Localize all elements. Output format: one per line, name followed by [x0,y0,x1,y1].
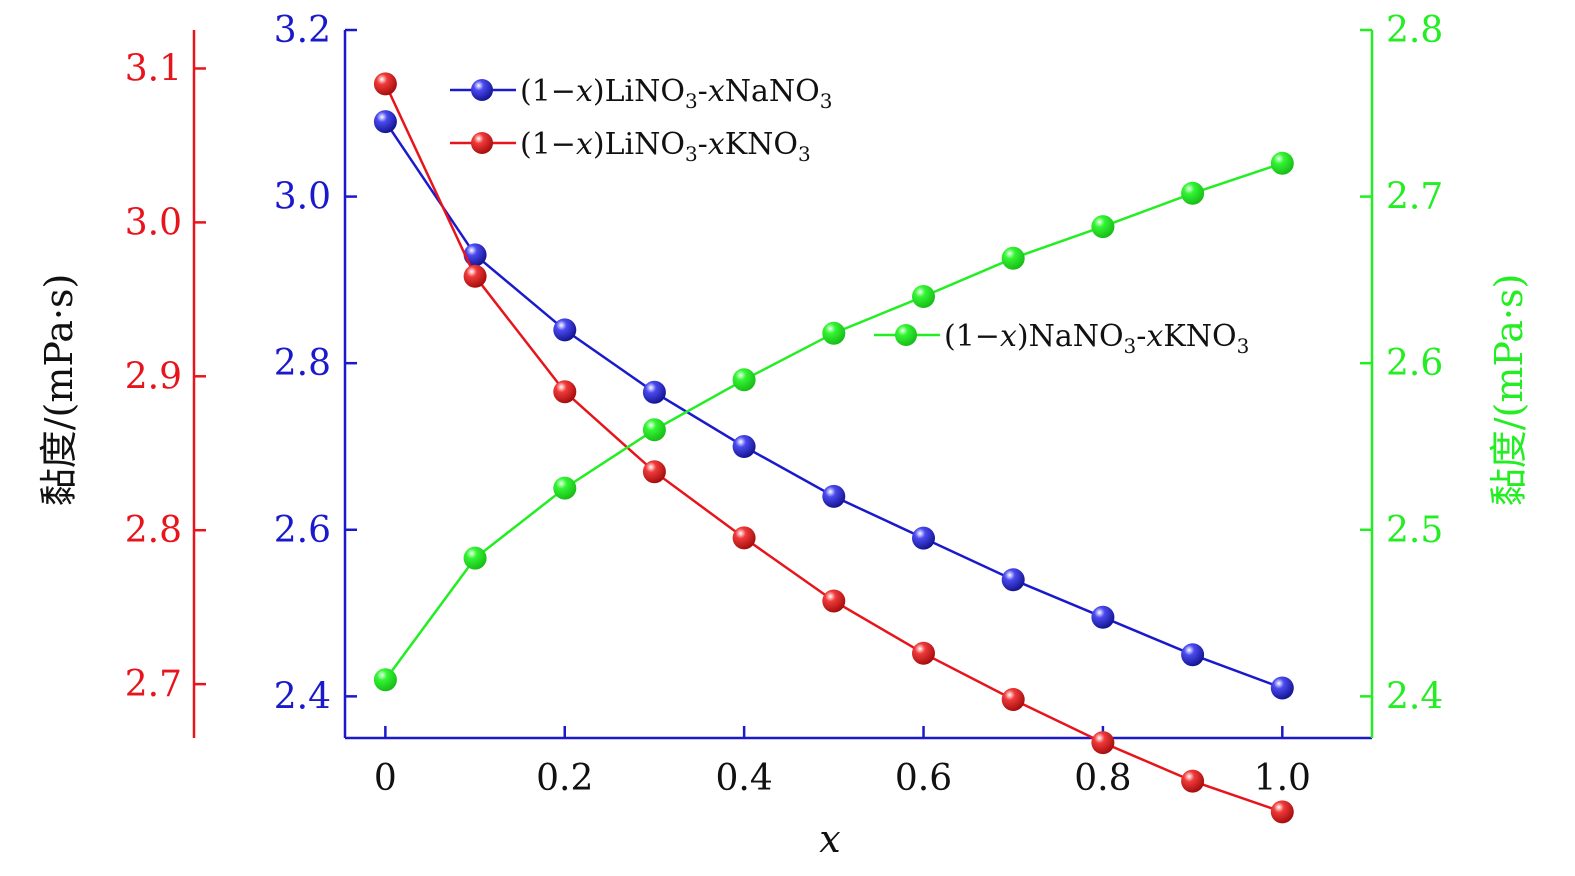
series-lino3-kno3-point [1270,800,1294,824]
legend-label-lino3-kno3-sub1: 3 [685,142,698,166]
legend-label-lino3-nano3-end: NaNO [725,74,820,109]
left-axis-title: 黏度/(mPa·s) [37,274,81,507]
legend-label-nano3-kno3-end: KNO [1163,319,1236,354]
svg-text:(1−x)LiNO3-xKNO3: (1−x)LiNO3-xKNO3 [520,127,811,166]
series-nano3-kno3-point [373,668,397,692]
series-nano3-kno3-point [553,476,577,500]
x-tick-label: 0 [374,758,397,799]
legend-entry-lino3-nano3: (1−x)LiNO3-xNaNO3 [450,74,832,113]
left-outer-axis-ticks: 2.7 2.8 2.9 3.0 3.1 [125,48,206,705]
right-axis-ticks: 2.4 2.5 2.6 2.7 2.8 [1360,10,1443,717]
legend-label-lino3-kno3-var2: x [708,127,725,162]
plot-frame [192,30,1374,740]
left-inner-tick-label: 3.0 [274,177,331,218]
right-tick-label: 2.6 [1386,343,1443,384]
right-axis-title: 黏度/(mPa·s) [1487,274,1531,507]
series-lino3-nano3-point [1091,605,1115,629]
series-lino3-nano3-point [912,526,935,550]
legend-label-lino3-kno3-var1: x [576,127,593,162]
legend-label-nano3-kno3-var2: x [1146,319,1163,354]
series-nano3-kno3-point [732,368,756,392]
legend-label-nano3-kno3-mid: )NaNO [1017,319,1124,354]
series-lino3-nano3-point [463,243,487,267]
series-nano3-kno3-point [1091,215,1115,239]
legend-label-nano3-kno3-sub1: 3 [1124,334,1137,358]
legend-marker-nano3-kno3 [895,324,917,346]
series-lino3-kno3-point [1181,769,1205,793]
left-outer-tick-label: 3.0 [125,202,182,243]
x-axis-title: x [819,817,840,861]
series-nano3-kno3-point [912,285,935,308]
left-outer-tick-label: 2.9 [125,356,182,397]
series-nano3-kno3-point [1270,151,1294,175]
series-lino3-nano3-point [732,435,756,458]
svg-text:(1−x)LiNO3-xNaNO3: (1−x)LiNO3-xNaNO3 [520,74,832,113]
legend-label-lino3-kno3-mid: )LiNO [593,127,685,162]
series-lino3-kno3-point [732,526,756,550]
series-lino3-nano3-point [1001,568,1025,592]
series-lino3-kno3-point [553,380,577,404]
legend-label-lino3-nano3-dash: - [698,74,708,109]
legend-label-nano3-kno3-var1: x [1000,319,1017,354]
series-lino3-kno3-point [373,72,397,96]
series-lino3-nano3-point [1181,643,1205,667]
legend-label-lino3-kno3-sub2: 3 [798,142,811,166]
x-tick-label: 0.8 [1074,758,1131,799]
legend-entry-lino3-kno3: (1−x)LiNO3-xKNO3 [450,127,811,166]
series-nano3-kno3-point [1001,246,1025,270]
series-lino3-kno3-point [642,460,666,484]
legend-label-lino3-nano3-prefix: (1− [520,74,576,109]
series-lino3-nano3-point [822,484,846,508]
series-nano3-kno3-point [642,418,666,442]
legend-label-lino3-nano3-sub1: 3 [685,89,698,113]
right-tick-label: 2.7 [1386,177,1443,218]
right-tick-label: 2.5 [1386,510,1443,551]
left-outer-tick-label: 3.1 [125,48,182,89]
series-lino3-nano3-point [553,318,577,342]
series-layer [373,72,1294,824]
legend-label-lino3-kno3-prefix: (1− [520,127,576,162]
legend-label-lino3-nano3-sub2: 3 [820,89,833,113]
series-lino3-kno3-point [463,264,487,288]
legend-entry-nano3-kno3: (1−x)NaNO3-xKNO3 [874,319,1249,358]
legend-marker-lino3-kno3 [471,132,493,154]
series-nano3-kno3-point [1181,181,1205,205]
series-nano3-kno3-point [822,321,846,345]
left-inner-tick-label: 2.6 [274,510,331,551]
left-inner-tick-label: 3.2 [274,10,331,51]
series-lino3-kno3-point [822,589,846,613]
legend-label-lino3-nano3-mid: )LiNO [593,74,685,109]
x-tick-label: 0.2 [536,758,593,799]
legend-label-nano3-kno3-prefix: (1− [944,319,1000,354]
series-lino3-kno3-point [1091,731,1115,755]
right-tick-label: 2.8 [1386,10,1443,51]
legend-label-lino3-nano3-var1: x [576,74,593,109]
series-lino3-kno3-point [1001,688,1025,711]
left-inner-axis-ticks: 2.4 2.6 2.8 3.0 3.2 [274,10,357,717]
x-tick-label: 0.6 [895,758,952,799]
right-tick-label: 2.4 [1386,676,1443,717]
legend-label-lino3-nano3-var2: x [708,74,725,109]
series-lino3-kno3-line [384,83,1283,814]
legend-label-lino3-kno3-end: KNO [725,127,798,162]
legend-label-nano3-kno3-sub2: 3 [1237,334,1250,358]
series-lino3-kno3-point [912,641,935,665]
legend-marker-lino3-nano3 [471,79,493,101]
left-inner-tick-label: 2.8 [274,343,331,384]
x-tick-label: 1.0 [1254,758,1311,799]
left-inner-tick-label: 2.4 [274,676,331,717]
left-outer-tick-label: 2.8 [125,510,182,551]
series-lino3-nano3-point [373,110,397,134]
x-axis-ticks: 0 0.2 0.4 0.6 0.8 1.0 [374,726,1311,799]
series-nano3-kno3-point [463,546,487,570]
x-tick-label: 0.4 [716,758,773,799]
legend-label-nano3-kno3-dash: - [1136,319,1146,354]
left-outer-tick-label: 2.7 [125,664,182,705]
series-lino3-nano3-point [642,380,666,404]
legend-label-lino3-kno3-dash: - [698,127,708,162]
svg-text:(1−x)NaNO3-xKNO3: (1−x)NaNO3-xKNO3 [944,319,1249,358]
series-lino3-nano3-point [1270,676,1294,700]
